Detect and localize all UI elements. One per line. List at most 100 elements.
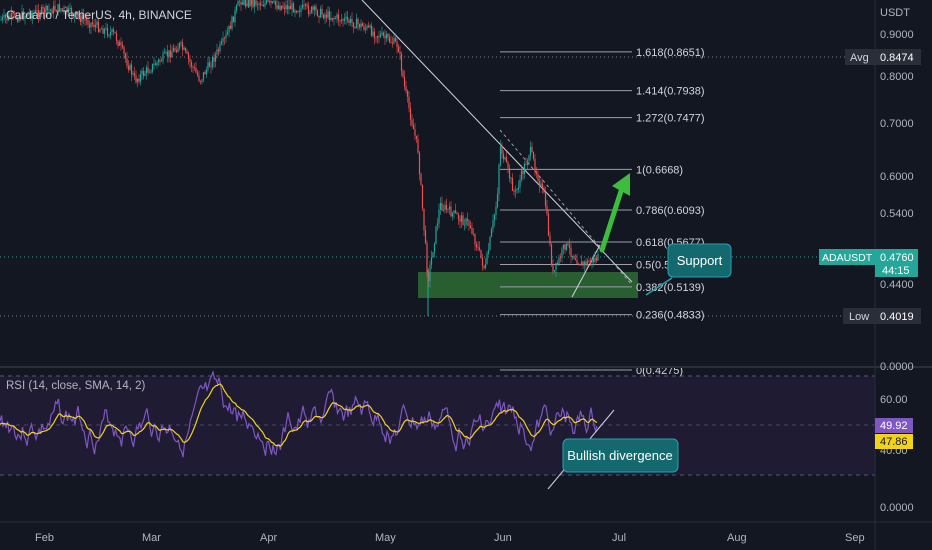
candle-body	[4, 14, 7, 19]
candle-body	[315, 6, 317, 11]
candle-body	[573, 255, 575, 259]
candle-body	[250, 0, 253, 6]
candle-body	[187, 53, 190, 60]
candle-body	[189, 59, 191, 63]
candle-body	[342, 19, 344, 21]
candle-body	[552, 265, 554, 272]
rsi-axis-top: 0.0000	[880, 361, 914, 373]
candle-body	[148, 72, 151, 74]
candle-body	[409, 108, 412, 120]
candle-body	[415, 135, 418, 139]
candle-body	[169, 50, 172, 58]
candle-body	[36, 10, 38, 12]
candle-body	[192, 66, 194, 68]
candle-body	[528, 155, 530, 161]
candle-body	[141, 70, 143, 75]
candle-body	[277, 5, 280, 9]
candle-body	[426, 242, 428, 272]
candle-body	[280, 5, 283, 10]
candle-body	[349, 18, 352, 23]
candle-body	[394, 38, 397, 42]
candle-body	[55, 10, 58, 13]
candle-body	[289, 5, 292, 10]
symbol-badge-label: ADAUSDT	[822, 252, 873, 264]
candle-body	[550, 244, 553, 266]
candlestick-series	[0, 0, 599, 316]
candle-body	[375, 37, 377, 39]
chart-title[interactable]: Cardano / TetherUS, 4h, BINANCE	[6, 8, 192, 22]
candle-body	[190, 62, 193, 67]
candle-body	[156, 62, 158, 66]
candle-body	[49, 9, 52, 11]
candle-body	[279, 5, 281, 10]
bullish-divergence-callout[interactable]: Bullish divergence	[562, 438, 679, 473]
candle-body	[586, 260, 589, 266]
candle-body	[114, 31, 116, 34]
candle-body	[87, 20, 89, 25]
candle-body	[82, 15, 85, 20]
candle-body	[483, 265, 485, 268]
candle-body	[22, 11, 25, 20]
candle-body	[112, 29, 115, 32]
support-callout[interactable]: Support	[645, 243, 732, 296]
time-label-may: May	[375, 532, 396, 544]
candle-body	[258, 3, 260, 5]
time-label-mar: Mar	[142, 532, 161, 544]
candle-body	[418, 152, 421, 175]
candle-body	[168, 50, 170, 57]
candle-body	[199, 81, 202, 82]
candle-body	[244, 0, 247, 7]
candle-body	[229, 25, 232, 30]
candle-body	[318, 15, 320, 18]
price-tick-0800: 0.8000	[880, 71, 914, 83]
candle-body	[238, 1, 241, 3]
candle-body	[366, 26, 368, 29]
candle-body	[25, 16, 28, 17]
candle-body	[562, 244, 565, 249]
candle-body	[555, 262, 557, 271]
candle-body	[220, 41, 223, 44]
price-tick-0900: 0.9000	[880, 29, 914, 41]
candle-body	[373, 31, 376, 38]
candle-body	[120, 42, 122, 45]
candle-body	[33, 12, 35, 14]
candle-body	[495, 206, 497, 215]
candle-body	[118, 42, 121, 46]
candle-body	[216, 49, 218, 55]
candle-body	[94, 24, 97, 28]
candle-body	[337, 14, 340, 21]
candle-body	[93, 24, 95, 28]
candle-body	[564, 244, 566, 250]
candle-body	[160, 60, 163, 62]
candle-body	[514, 190, 517, 192]
candle-body	[88, 24, 91, 28]
candle-body	[295, 10, 298, 13]
candle-body	[162, 53, 164, 61]
candle-body	[247, 0, 250, 8]
candle-body	[525, 163, 527, 165]
fib-level-label: 0.236(0.4833)	[636, 310, 705, 322]
candle-body	[300, 8, 302, 12]
candle-body	[73, 13, 76, 17]
candle-body	[406, 91, 409, 97]
candle-body	[267, 0, 269, 2]
rsi-legend[interactable]: RSI (14, close, SMA, 14, 2)	[6, 380, 146, 392]
candle-body	[352, 22, 355, 28]
candle-body	[196, 72, 199, 76]
candle-body	[252, 0, 254, 8]
support-diagonal	[571, 244, 601, 298]
candle-body	[469, 225, 472, 229]
candle-body	[223, 38, 226, 40]
candle-body	[129, 64, 131, 70]
candle-body	[468, 220, 470, 226]
candle-body	[517, 187, 520, 189]
candle-body	[534, 158, 536, 172]
candle-body	[186, 51, 188, 54]
candle-body	[85, 19, 88, 21]
candle-body	[382, 32, 385, 36]
candle-body	[553, 270, 556, 272]
candle-body	[28, 13, 31, 15]
candle-body	[45, 5, 47, 14]
candle-body	[193, 67, 196, 69]
